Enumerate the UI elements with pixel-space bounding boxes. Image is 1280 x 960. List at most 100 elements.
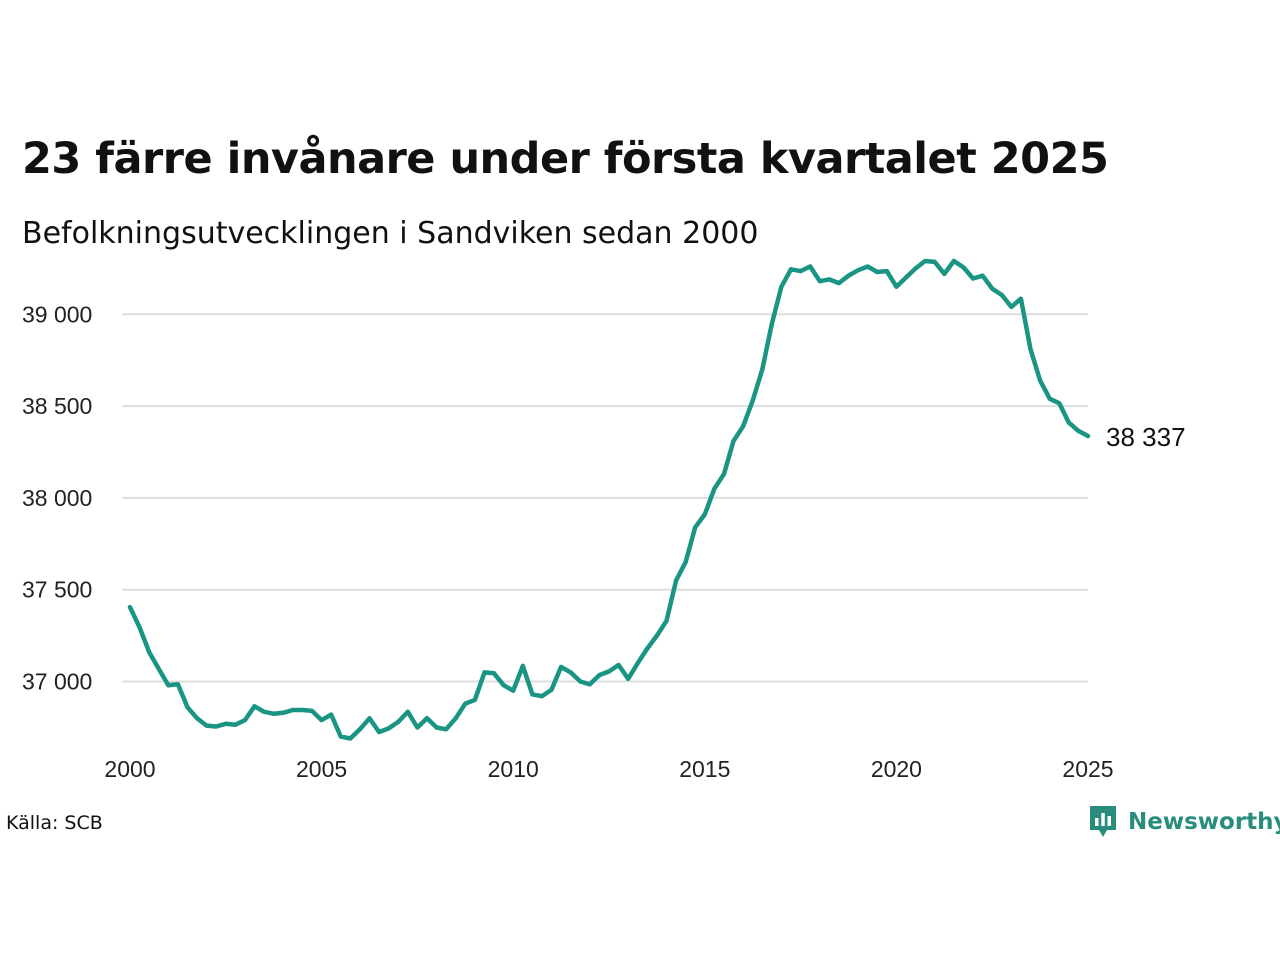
data-point bbox=[846, 273, 851, 278]
data-point bbox=[1057, 401, 1062, 406]
data-point bbox=[405, 709, 410, 714]
x-tick-label: 2025 bbox=[1062, 756, 1113, 782]
source-note: Källa: SCB bbox=[6, 812, 103, 834]
data-point bbox=[415, 725, 420, 730]
data-point bbox=[990, 286, 995, 291]
data-point bbox=[396, 719, 401, 724]
data-point bbox=[721, 472, 726, 477]
data-point bbox=[472, 697, 477, 702]
data-point bbox=[674, 578, 679, 583]
data-point bbox=[520, 663, 525, 668]
data-point bbox=[702, 512, 707, 517]
data-point bbox=[492, 671, 497, 676]
data-point bbox=[693, 525, 698, 530]
data-point bbox=[281, 710, 286, 715]
data-point bbox=[195, 716, 200, 721]
data-point bbox=[654, 633, 659, 638]
data-point bbox=[386, 726, 391, 731]
data-point bbox=[731, 438, 736, 443]
data-point bbox=[242, 718, 247, 723]
data-point bbox=[1038, 378, 1043, 383]
chart-title: 23 färre invånare under första kvartalet… bbox=[22, 134, 1109, 184]
x-axis-tick-labels: 2000 2005 2010 2015 2020 2025 bbox=[104, 756, 1113, 782]
data-point bbox=[501, 683, 506, 688]
data-point bbox=[175, 682, 180, 687]
data-point bbox=[549, 687, 554, 692]
data-point bbox=[329, 712, 334, 717]
data-point bbox=[319, 718, 324, 723]
data-point bbox=[913, 266, 918, 271]
data-point bbox=[597, 673, 602, 678]
data-point bbox=[568, 670, 573, 675]
data-point bbox=[1066, 420, 1071, 425]
data-point bbox=[980, 273, 985, 278]
population-series-line bbox=[127, 258, 1091, 741]
data-point bbox=[999, 292, 1004, 297]
data-point bbox=[923, 259, 928, 264]
y-tick-label: 39 000 bbox=[22, 301, 92, 327]
y-tick-label: 38 500 bbox=[22, 393, 92, 419]
newsworthy-logo[interactable]: Newsworthy bbox=[1088, 804, 1280, 840]
data-point bbox=[607, 669, 611, 674]
data-point bbox=[511, 688, 516, 693]
data-point bbox=[578, 679, 583, 684]
data-point bbox=[645, 646, 650, 651]
data-point bbox=[903, 275, 908, 280]
data-point bbox=[741, 424, 746, 429]
data-point bbox=[1018, 296, 1023, 301]
data-point bbox=[626, 676, 631, 681]
data-point bbox=[894, 284, 899, 289]
data-point bbox=[357, 727, 362, 732]
data-point bbox=[262, 709, 267, 714]
data-point bbox=[453, 716, 458, 721]
data-point bbox=[185, 705, 190, 710]
data-point bbox=[664, 618, 669, 623]
data-point bbox=[865, 264, 870, 269]
data-point bbox=[424, 716, 429, 721]
end-value-label: 38 337 bbox=[1106, 422, 1186, 452]
data-point bbox=[233, 722, 238, 727]
data-point bbox=[971, 276, 976, 281]
data-point bbox=[367, 716, 372, 721]
data-point bbox=[539, 694, 544, 699]
series-layer bbox=[127, 258, 1091, 741]
data-point bbox=[808, 264, 813, 269]
data-point bbox=[932, 259, 937, 264]
data-point bbox=[951, 259, 956, 264]
y-tick-label: 37 500 bbox=[22, 577, 92, 603]
data-point bbox=[444, 727, 449, 732]
data-point bbox=[377, 730, 382, 735]
newsworthy-logo-icon bbox=[1090, 806, 1116, 837]
y-tick-label: 37 000 bbox=[22, 669, 92, 695]
x-tick-label: 2005 bbox=[296, 756, 347, 782]
data-point bbox=[1086, 434, 1090, 439]
y-axis-tick-labels: 37 000 37 500 38 000 38 500 39 000 bbox=[22, 301, 92, 694]
gridlines bbox=[122, 313, 1088, 683]
x-tick-label: 2020 bbox=[871, 756, 922, 782]
data-point bbox=[827, 277, 832, 282]
data-point bbox=[1076, 428, 1081, 433]
data-point bbox=[300, 708, 305, 713]
data-point bbox=[559, 664, 564, 669]
data-point bbox=[434, 725, 439, 730]
data-point bbox=[760, 367, 765, 372]
data-point bbox=[271, 711, 276, 716]
brand-name: Newsworthy bbox=[1128, 809, 1280, 835]
data-point bbox=[789, 267, 794, 272]
data-point bbox=[856, 268, 861, 273]
data-point bbox=[683, 560, 688, 565]
data-point bbox=[147, 650, 152, 655]
data-point bbox=[587, 682, 592, 687]
data-point bbox=[1028, 347, 1033, 352]
data-point bbox=[836, 281, 841, 286]
data-point bbox=[1009, 304, 1014, 309]
x-tick-label: 2010 bbox=[488, 756, 539, 782]
data-point bbox=[156, 666, 161, 671]
x-tick-label: 2000 bbox=[104, 756, 155, 782]
data-point bbox=[884, 269, 889, 274]
data-point bbox=[290, 708, 295, 713]
data-point bbox=[817, 279, 822, 284]
data-point bbox=[128, 605, 132, 610]
data-point bbox=[769, 321, 774, 326]
